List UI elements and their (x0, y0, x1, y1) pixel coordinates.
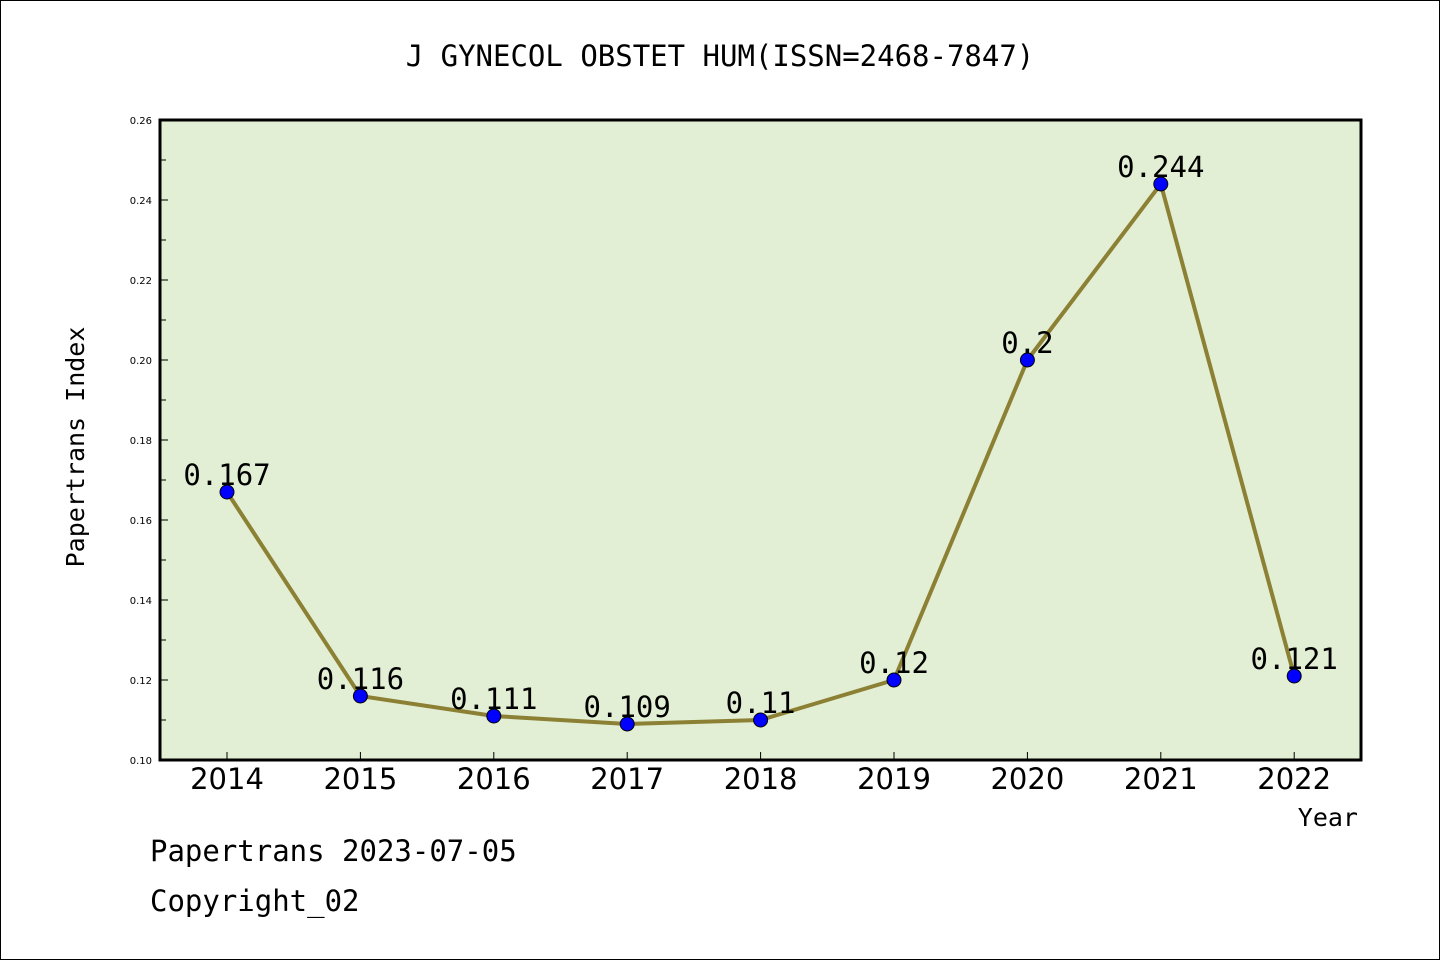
x-tick-label: 2020 (990, 762, 1064, 796)
footer-date: Papertrans 2023-07-05 (150, 834, 517, 868)
data-label: 0.11 (726, 686, 796, 720)
plot-border (158, 118, 1363, 762)
y-tick-label: 0.24 (130, 196, 152, 207)
data-label: 0.111 (450, 682, 537, 716)
y-tick-label: 0.12 (130, 676, 152, 687)
data-point (1286, 668, 1302, 684)
y-axis-label: Papertrans Index (61, 327, 90, 568)
footer-copyright: Copyright_02 (150, 884, 360, 918)
data-point (886, 672, 902, 688)
y-tick-label: 0.26 (130, 116, 152, 127)
x-tick-label: 2021 (1124, 762, 1198, 796)
x-tick-label: 2022 (1257, 762, 1331, 796)
y-tick-label: 0.16 (130, 516, 152, 527)
data-label: 0.167 (183, 458, 270, 492)
data-point (1153, 176, 1169, 192)
y-tick-label: 0.10 (130, 756, 152, 767)
x-tick-label: 2016 (457, 762, 531, 796)
data-label: 0.116 (317, 662, 404, 696)
data-point (352, 688, 368, 704)
data-label: 0.244 (1117, 150, 1204, 184)
markers-group (219, 176, 1302, 732)
y-tick-label: 0.14 (130, 596, 152, 607)
x-axis: 2014 2015 2016 2017 2018 2019 2020 2021 2022 (190, 752, 1331, 796)
data-point (753, 712, 769, 728)
x-tick-label: 2018 (724, 762, 798, 796)
x-tick-label: 2017 (590, 762, 664, 796)
data-labels-group: 0.167 0.116 0.111 0.109 0.11 0.12 0.2 0.244 0.12… (183, 150, 1338, 724)
data-point (486, 708, 502, 724)
data-point (219, 484, 235, 500)
x-axis-label: Year (1298, 803, 1358, 832)
x-tick-label: 2015 (323, 762, 397, 796)
plot-area (160, 120, 1361, 760)
data-label: 0.121 (1251, 642, 1338, 676)
data-label: 0.12 (859, 646, 929, 680)
x-tick-label: 2014 (190, 762, 264, 796)
data-point (1019, 352, 1035, 368)
y-tick-label: 0.22 (130, 276, 152, 287)
data-label: 0.2 (1001, 326, 1053, 360)
x-tick-label: 2019 (857, 762, 931, 796)
data-point (619, 716, 635, 732)
y-tick-label: 0.20 (130, 356, 152, 367)
data-label: 0.109 (584, 690, 671, 724)
chart-title: J GYNECOL OBSTET HUM(ISSN=2468-7847) (406, 39, 1035, 73)
y-tick-label: 0.18 (130, 436, 152, 447)
